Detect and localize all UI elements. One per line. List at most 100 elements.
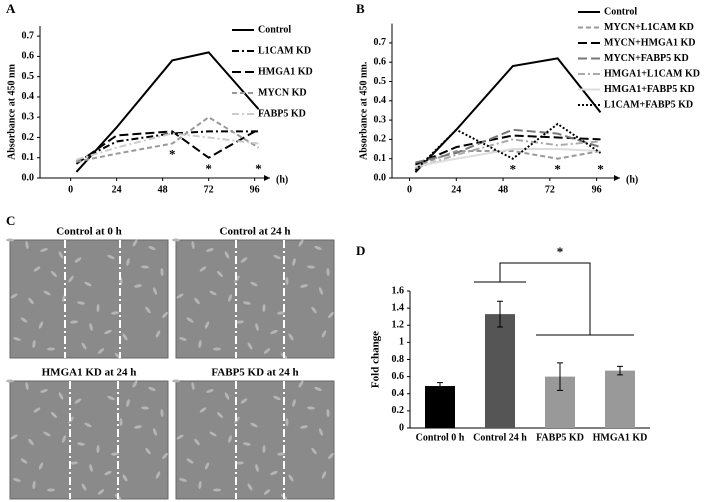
series-line xyxy=(415,149,601,168)
y-tick-label: 0.7 xyxy=(22,30,35,41)
cell xyxy=(155,330,161,338)
y-tick-label: 0.3 xyxy=(374,114,387,125)
cell xyxy=(32,481,36,489)
cell xyxy=(298,380,304,388)
cell xyxy=(20,317,28,323)
cell xyxy=(172,379,180,383)
series-line xyxy=(75,128,259,165)
cell xyxy=(33,407,41,413)
cell xyxy=(213,488,221,492)
legend-label: MYCN KD xyxy=(258,87,307,98)
image-title: HMGA1 KD at 24 h xyxy=(42,367,137,379)
x-tick-label: 72 xyxy=(545,184,555,195)
legend-label: MYCN+FABP5 KD xyxy=(604,53,689,64)
cell xyxy=(25,241,29,249)
cell xyxy=(273,254,281,260)
cell xyxy=(77,442,85,446)
y-tick-label: 0.2 xyxy=(392,405,405,416)
x-tick-label: 24 xyxy=(451,184,461,195)
cell xyxy=(204,462,210,470)
y-axis-label: Absorbance at 450 nm xyxy=(6,63,17,160)
cell xyxy=(43,290,51,296)
cell xyxy=(32,340,36,348)
cell xyxy=(111,452,119,456)
cell xyxy=(74,398,82,404)
cell xyxy=(191,241,195,249)
cell xyxy=(6,379,14,383)
cell xyxy=(13,337,21,341)
y-tick-label: 0.1 xyxy=(22,152,35,163)
y-tick-label: 0.6 xyxy=(22,51,35,62)
cell xyxy=(179,337,187,341)
significance-star: * xyxy=(557,244,564,259)
cell xyxy=(236,461,244,465)
cell xyxy=(47,347,55,351)
cell xyxy=(247,483,253,491)
panel-label: B xyxy=(356,1,365,16)
cell xyxy=(134,425,142,429)
cell xyxy=(68,275,74,283)
cell xyxy=(318,287,324,295)
series-line xyxy=(415,128,601,164)
cell xyxy=(84,422,92,428)
cell xyxy=(155,471,161,479)
x-tick-label: 96 xyxy=(250,184,260,195)
cell xyxy=(194,297,200,305)
cell xyxy=(236,320,244,324)
micrograph xyxy=(9,380,169,500)
y-tick-label: 0.7 xyxy=(374,37,387,48)
y-tick-label: 1.4 xyxy=(392,302,405,313)
cell xyxy=(298,239,304,247)
cell xyxy=(277,311,285,315)
cell xyxy=(74,257,82,263)
cell xyxy=(217,411,223,419)
cell xyxy=(270,329,278,335)
cell xyxy=(10,434,18,440)
cell xyxy=(6,238,14,242)
cell xyxy=(33,266,41,272)
cell xyxy=(176,434,184,440)
image-title: Control at 0 h xyxy=(56,226,122,238)
y-tick-label: 0.4 xyxy=(374,95,387,106)
cell xyxy=(186,458,194,464)
y-tick-label: 1 xyxy=(399,337,404,348)
cell xyxy=(292,258,296,266)
cell xyxy=(126,258,130,266)
cell xyxy=(148,245,156,251)
cell xyxy=(243,442,251,446)
cell xyxy=(204,321,210,329)
cell xyxy=(38,321,44,329)
y-tick-label: 0.5 xyxy=(374,76,387,87)
cell xyxy=(107,254,115,260)
cell xyxy=(51,411,57,419)
x-tick-label: FABP5 KD xyxy=(536,432,584,443)
y-tick-label: 0.1 xyxy=(374,153,387,164)
cell xyxy=(328,311,334,319)
cell xyxy=(311,447,317,455)
cell xyxy=(263,489,271,495)
cell xyxy=(107,395,115,401)
series-line xyxy=(414,122,602,171)
series-line xyxy=(75,51,260,173)
significance-star: * xyxy=(255,161,262,176)
cell xyxy=(62,294,66,302)
x-tick-label: HMGA1 KD xyxy=(593,432,648,443)
cell xyxy=(172,238,180,242)
error-bar xyxy=(437,382,443,390)
cell xyxy=(10,293,18,299)
error-bar xyxy=(497,300,503,328)
x-tick-label: Control 0 h xyxy=(416,432,465,443)
cell xyxy=(273,395,281,401)
cell xyxy=(199,266,207,272)
cell xyxy=(288,333,294,341)
cell xyxy=(326,268,330,276)
legend-label: L1CAM+FABP5 KD xyxy=(604,99,693,110)
y-tick-label: 0.4 xyxy=(22,91,35,102)
cell xyxy=(186,317,194,323)
cell xyxy=(206,389,214,393)
significance-star: * xyxy=(510,161,517,176)
cell xyxy=(198,481,202,489)
cell xyxy=(318,428,324,436)
cell xyxy=(213,347,221,351)
legend-label: L1CAM KD xyxy=(258,45,311,56)
